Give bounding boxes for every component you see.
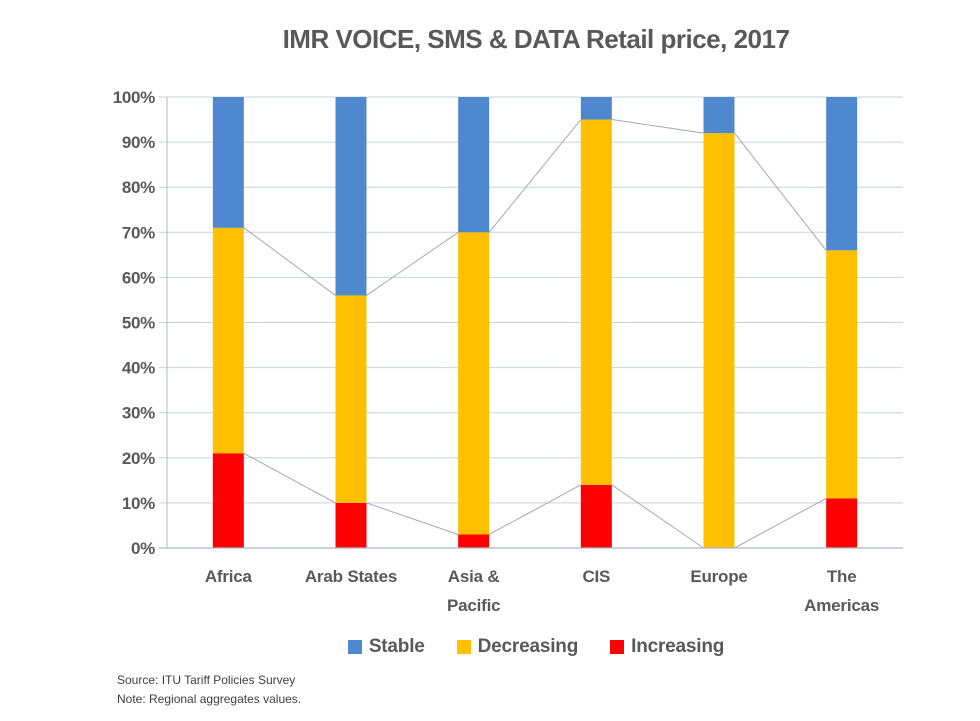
series-connector-line: [366, 502, 459, 535]
legend-label: Decreasing: [477, 636, 579, 657]
legend-label: Increasing: [631, 636, 725, 657]
bar-segment-stable: [458, 97, 490, 233]
series-connector-line: [243, 452, 336, 504]
x-axis-label: Asia & Pacific: [446, 567, 501, 615]
bar-segment-increasing: [458, 534, 490, 548]
series-connector-line: [488, 484, 582, 535]
series-connector-line: [734, 132, 827, 251]
bar-segment-increasing: [826, 498, 858, 548]
bar-segment-stable: [335, 97, 367, 296]
x-axis-label: Arab States: [304, 567, 398, 586]
increasing-swatch-icon: [610, 640, 625, 654]
stable-swatch-icon: [347, 640, 362, 654]
y-axis-tick-label: 40%: [122, 359, 155, 378]
y-axis-tick-label: 90%: [122, 133, 155, 152]
x-axis-label: CIS: [582, 567, 611, 586]
source-line: Source: ITU Tariff Policies Survey: [117, 673, 296, 687]
series-connector-line: [734, 497, 827, 549]
y-axis-tick-label: 70%: [122, 223, 155, 242]
legend-label: Stable: [368, 636, 425, 657]
bar-segment-decreasing: [335, 295, 367, 503]
series-connector-line: [243, 227, 336, 296]
y-axis-tick-label: 60%: [122, 268, 155, 287]
x-axis-label: The Americas: [804, 567, 880, 615]
bar-segment-decreasing: [458, 232, 490, 535]
bar-segment-decreasing: [703, 133, 735, 548]
legend-item-increasing: Increasing: [610, 636, 724, 658]
chart-footnote: Source: ITU Tariff Policies Survey Note:…: [117, 671, 301, 709]
chart-legend: Stable Decreasing Increasing: [167, 636, 905, 658]
y-axis-tick-label: 0%: [131, 539, 155, 558]
bar-segment-stable: [826, 97, 858, 251]
y-axis-tick-label: 50%: [122, 314, 155, 333]
x-axis-label: Europe: [690, 567, 748, 586]
bar-segment-decreasing: [580, 119, 612, 485]
bar-segment-stable: [703, 97, 735, 134]
y-axis-tick-label: 80%: [122, 178, 155, 197]
legend-item-decreasing: Decreasing: [456, 636, 579, 658]
bar-segment-stable: [212, 97, 244, 228]
series-connector-line: [611, 484, 704, 549]
chart-title: IMR VOICE, SMS & DATA Retail price, 2017: [282, 24, 790, 54]
bar-segment-increasing: [212, 453, 244, 548]
series-connector-line: [366, 231, 459, 296]
x-axis-label: Africa: [204, 567, 252, 586]
bar-segment-increasing: [580, 484, 612, 548]
bar-segment-stable: [580, 97, 612, 120]
legend-item-stable: Stable: [347, 636, 425, 658]
decreasing-swatch-icon: [456, 640, 471, 654]
y-axis-tick-label: 30%: [122, 404, 155, 423]
y-axis-tick-label: 100%: [113, 88, 155, 107]
note-line: Note: Regional aggregates values.: [117, 692, 302, 706]
bar-segment-increasing: [335, 502, 367, 548]
bar-segment-decreasing: [212, 227, 244, 454]
series-connector-line: [611, 119, 704, 134]
y-axis-tick-label: 10%: [122, 494, 155, 513]
y-axis-tick-label: 20%: [122, 449, 155, 468]
bar-segment-decreasing: [826, 250, 858, 499]
series-connector-line: [488, 119, 582, 233]
